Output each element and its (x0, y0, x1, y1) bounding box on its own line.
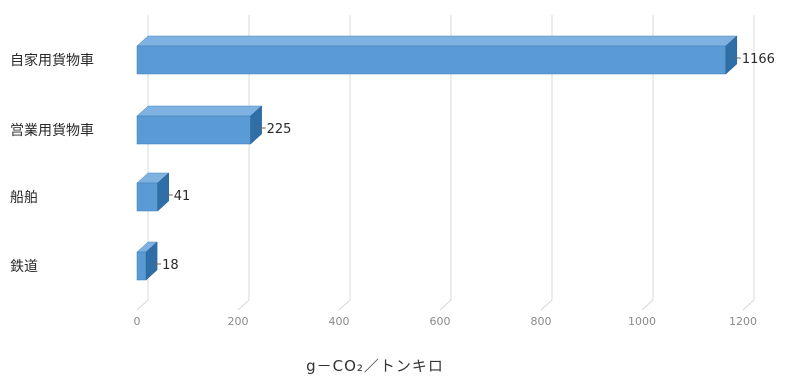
x-axis-title: g－CO₂／トンキロ (306, 357, 444, 375)
bar-front-face (136, 182, 158, 212)
bar (136, 105, 263, 145)
bar (136, 241, 158, 281)
category-label: 船舶 (10, 190, 38, 206)
bar-side-face (145, 241, 158, 281)
x-tick-label: 800 (531, 315, 552, 328)
x-tick-label: 1200 (729, 315, 757, 328)
x-tick-label: 400 (329, 315, 350, 328)
category-label: 営業用貨物車 (10, 122, 94, 139)
x-tick-label: 0 (134, 315, 141, 328)
bar-front-face (136, 45, 727, 75)
bar-side-face (157, 172, 169, 212)
data-label: 18 (162, 258, 179, 273)
x-tick-label: 1000 (628, 315, 656, 328)
x-tick-label: 200 (228, 315, 249, 328)
gridline (338, 15, 351, 311)
bar-side-face (725, 35, 738, 75)
bar-top-face (136, 105, 263, 117)
x-axis-ticks: 0 200 400 600 800 1000 1200 (134, 315, 758, 328)
category-label: 自家用貨物車 (10, 52, 94, 69)
gridline (439, 15, 452, 311)
bars (136, 35, 738, 281)
bar (136, 172, 170, 212)
gridline (742, 15, 755, 311)
category-label: 鉄道 (10, 259, 38, 275)
gridline (540, 15, 553, 311)
gridline (641, 15, 654, 311)
data-label: 1166 (742, 52, 775, 67)
x-tick-label: 600 (430, 315, 451, 328)
data-label: 225 (267, 122, 292, 137)
data-label: 41 (174, 189, 191, 204)
bar-front-face (136, 251, 147, 281)
bar-front-face (136, 115, 251, 145)
bar-side-face (250, 105, 262, 145)
bar (136, 35, 738, 75)
data-labels: 1166 225 41 18 (154, 52, 775, 273)
bar-top-face (136, 35, 738, 47)
